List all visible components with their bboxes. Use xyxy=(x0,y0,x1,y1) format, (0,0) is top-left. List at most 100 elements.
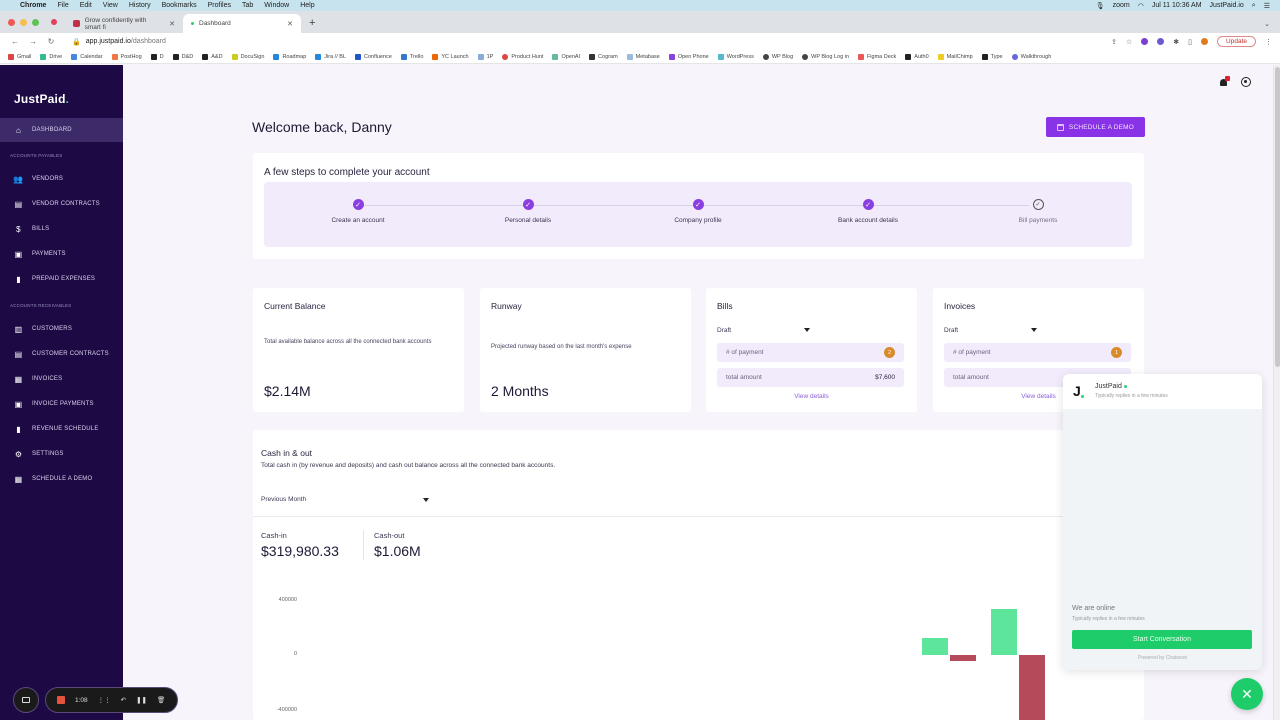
maximize-window-button[interactable] xyxy=(32,18,39,26)
bookmark-docusign[interactable]: DocuSign xyxy=(231,53,264,60)
profile-avatar[interactable] xyxy=(1201,38,1209,45)
bookmark-posthog[interactable]: PostHog xyxy=(111,53,142,60)
sidebar-item-customers[interactable]: ▥ CUSTOMERS xyxy=(14,324,73,334)
sidebar-item-payments[interactable]: ▣ PAYMENTS xyxy=(14,249,66,259)
step-company-profile[interactable]: ✓ Company profile xyxy=(633,199,763,224)
bookmark-1p[interactable]: 1P xyxy=(477,53,493,60)
bills-status-select[interactable]: Draft xyxy=(717,327,732,334)
extensions-puzzle-icon[interactable]: ✱ xyxy=(1173,38,1180,46)
bookmark-walkthrough[interactable]: Walkthrough xyxy=(1011,53,1051,60)
menu-help[interactable]: Help xyxy=(300,2,315,9)
bookmark-figma-deck[interactable]: Figma Deck xyxy=(857,53,896,60)
bookmark-confluence[interactable]: Confluence xyxy=(355,53,392,60)
start-conversation-button[interactable]: Start Conversation xyxy=(1072,630,1252,649)
chat-close-button[interactable]: ✕ xyxy=(1231,678,1263,710)
caret-down-icon[interactable] xyxy=(804,328,810,332)
step-bill-payments[interactable]: ✓ Bill payments xyxy=(973,199,1103,224)
side-panel-icon[interactable]: ▯ xyxy=(1188,38,1193,46)
bookmark-drive[interactable]: Drive xyxy=(40,53,62,60)
new-tab-button[interactable]: + xyxy=(309,17,316,29)
sidebar-item-bills[interactable]: $ BILLS xyxy=(0,217,123,241)
menu-edit[interactable]: Edit xyxy=(79,2,92,9)
minimize-window-button[interactable] xyxy=(20,18,27,26)
bookmark-auth0[interactable]: Auth0 xyxy=(905,53,929,60)
scrollbar-thumb[interactable] xyxy=(1275,67,1280,367)
extension-icon[interactable] xyxy=(1157,38,1165,45)
invoices-view-details-link[interactable]: View details xyxy=(1021,393,1056,400)
sidebar-item-vendor-contracts[interactable]: ▤ VENDOR CONTRACTS xyxy=(14,199,100,209)
sidebar-item-customer-contracts[interactable]: ▤ CUSTOMER CONTRACTS xyxy=(14,349,109,359)
spotlight-icon[interactable]: ⌕ xyxy=(1251,1,1256,9)
notifications-bell-icon[interactable] xyxy=(1219,76,1230,87)
grid-icon[interactable]: ⋮⋮ xyxy=(97,697,111,704)
powered-by-link[interactable]: Powered by Chatwoot xyxy=(1138,655,1187,661)
chrome-menu-icon[interactable]: ⋮ xyxy=(1265,38,1272,46)
bookmark-wp-blog-login[interactable]: WP Blog Log in xyxy=(802,53,849,60)
bookmark-star-icon[interactable]: ☆ xyxy=(1126,38,1133,46)
justpaid-logo[interactable]: JustPaid. xyxy=(14,92,70,106)
menu-view[interactable]: View xyxy=(102,2,118,9)
recorder-camera-button[interactable] xyxy=(13,687,39,713)
bookmark-dd[interactable]: D&D xyxy=(172,53,193,60)
chart-bar-cash-in[interactable] xyxy=(991,609,1017,655)
tab-close-icon[interactable]: ✕ xyxy=(169,20,175,28)
bookmark-mailchimp[interactable]: MailChimp xyxy=(937,53,973,60)
pause-icon[interactable]: ❚❚ xyxy=(136,697,148,704)
sidebar-item-vendors[interactable]: 👥 VENDORS xyxy=(13,174,64,184)
bookmark-ad[interactable]: A&D xyxy=(202,53,223,60)
bookmark-openai[interactable]: OpenAI xyxy=(552,53,580,60)
tab-active-dashboard[interactable]: Dashboard ✕ xyxy=(183,14,301,33)
stop-recording-button[interactable] xyxy=(57,696,65,704)
tab-search-chevron-icon[interactable]: ⌄ xyxy=(1264,21,1270,28)
menu-window[interactable]: Window xyxy=(264,2,290,9)
chart-bar-cash-out[interactable] xyxy=(1019,655,1045,720)
address-bar[interactable]: 🔒 app.justpaid.io/dashboard xyxy=(72,38,166,46)
zoom-status[interactable]: zoom xyxy=(1112,2,1130,9)
step-bank-account-details[interactable]: ✓ Bank account details xyxy=(803,199,933,224)
bookmark-metabase[interactable]: Metabase xyxy=(626,53,660,60)
share-icon[interactable]: ⇪ xyxy=(1111,38,1118,46)
trash-icon[interactable]: 🗑 xyxy=(157,697,166,704)
bookmark-cogram[interactable]: Cogram xyxy=(589,53,618,60)
chart-bar-cash-in[interactable] xyxy=(922,638,948,655)
bookmark-yc-launch[interactable]: YC Launch xyxy=(432,53,469,60)
bookmark-trello[interactable]: Trello xyxy=(400,53,423,60)
period-select[interactable]: Previous Month xyxy=(261,496,307,503)
menu-file[interactable]: File xyxy=(57,2,69,9)
sidebar-item-invoices[interactable]: ▦ INVOICES xyxy=(14,374,63,384)
reload-button[interactable]: ↻ xyxy=(47,37,55,46)
clock[interactable]: Jul 11 10:36 AM xyxy=(1151,2,1202,9)
back-button[interactable]: ← xyxy=(11,37,19,46)
sidebar-item-schedule-demo[interactable]: ▦ SCHEDULE A DEMO xyxy=(14,474,93,484)
bookmark-wordpress[interactable]: WordPress xyxy=(717,53,754,60)
menu-bookmarks[interactable]: Bookmarks xyxy=(161,2,197,9)
sidebar-item-dashboard[interactable]: ⌂ DASHBOARD xyxy=(0,118,123,142)
bookmark-roadmap[interactable]: Roadmap xyxy=(273,53,306,60)
tab-close-icon[interactable]: ✕ xyxy=(287,20,293,28)
step-create-account[interactable]: ✓ Create an account xyxy=(293,199,423,224)
bookmark-jira[interactable]: Jira // BL xyxy=(315,53,346,60)
schedule-demo-button[interactable]: SCHEDULE A DEMO xyxy=(1046,117,1145,137)
invoices-status-select[interactable]: Draft xyxy=(944,327,959,334)
menu-profiles[interactable]: Profiles xyxy=(207,2,231,9)
sidebar-item-settings[interactable]: ⚙ SETTINGS xyxy=(14,449,64,459)
close-window-button[interactable] xyxy=(8,18,15,26)
bills-view-details-link[interactable]: View details xyxy=(794,393,829,400)
tab-inactive[interactable]: Grow confidently with smart fi ✕ xyxy=(65,14,183,33)
sidebar-item-invoice-payments[interactable]: ▣ INVOICE PAYMENTS xyxy=(14,399,94,409)
user-menu[interactable]: JustPaid.io xyxy=(1209,2,1244,9)
bookmark-gmail[interactable]: Gmail xyxy=(8,53,31,60)
control-center-icon[interactable]: ☰ xyxy=(1263,2,1270,10)
menu-app[interactable]: Chrome xyxy=(20,2,47,9)
bookmark-d[interactable]: D xyxy=(150,53,164,60)
bookmark-product-hunt[interactable]: Product Hunt xyxy=(502,53,543,60)
extension-icon[interactable] xyxy=(1141,38,1149,45)
menu-tab[interactable]: Tab xyxy=(241,2,254,9)
bookmark-wp-blog[interactable]: WP Blog xyxy=(762,53,793,60)
caret-down-icon[interactable] xyxy=(423,498,429,502)
bookmark-open-phone[interactable]: Open Phone xyxy=(668,53,709,60)
forward-button[interactable]: → xyxy=(29,37,37,46)
bookmark-type[interactable]: Type xyxy=(981,53,1003,60)
step-personal-details[interactable]: ✓ Personal details xyxy=(463,199,593,224)
menu-history[interactable]: History xyxy=(128,2,151,9)
